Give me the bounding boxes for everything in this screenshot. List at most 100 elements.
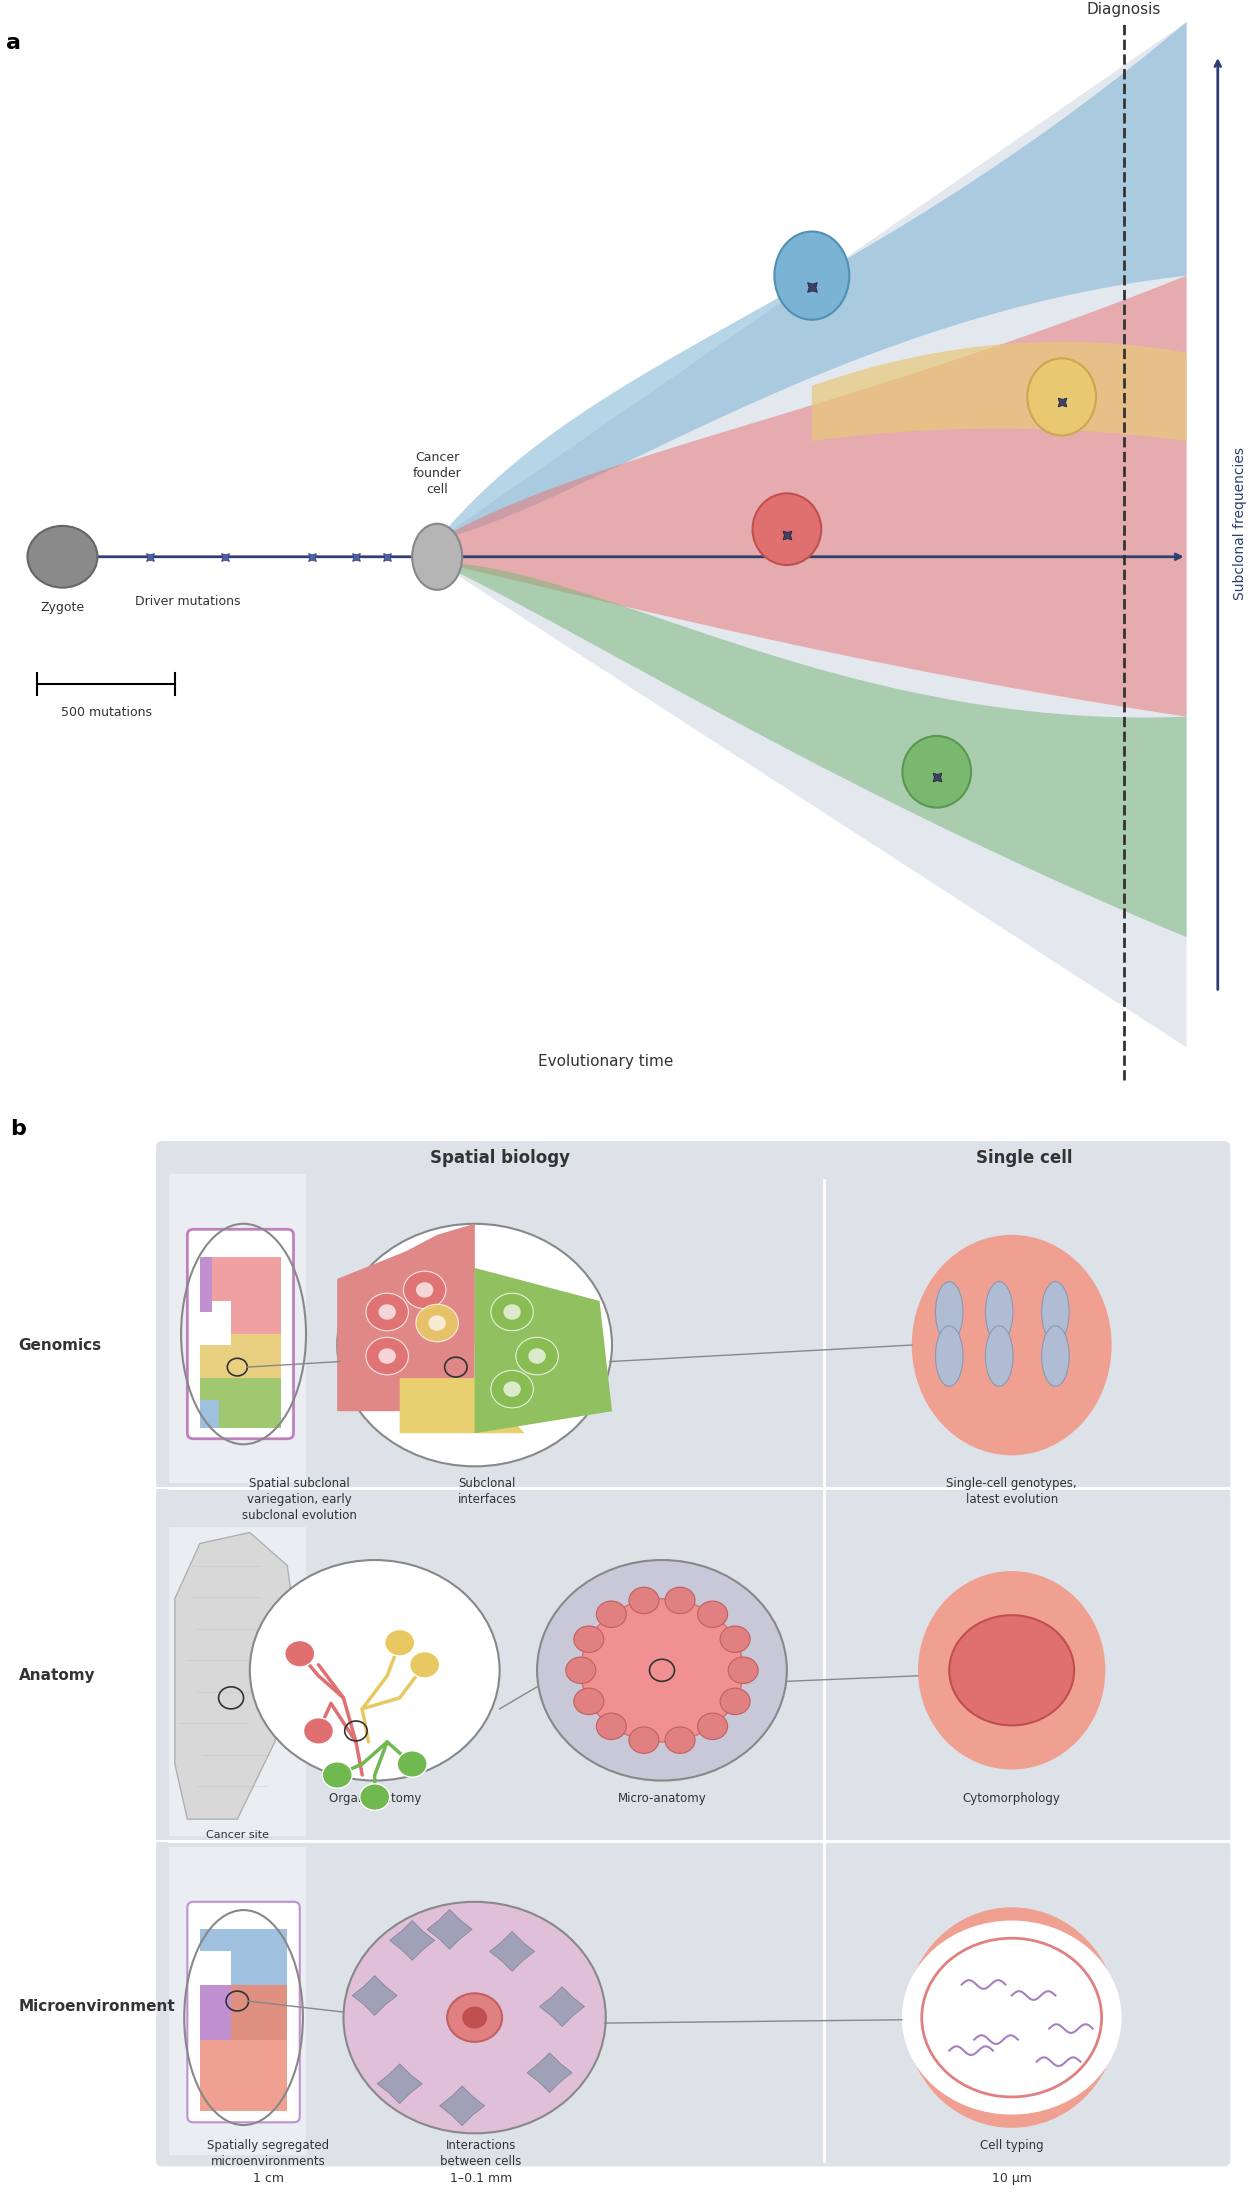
Polygon shape [475, 1268, 612, 1433]
Ellipse shape [936, 1281, 963, 1343]
Circle shape [428, 1314, 446, 1330]
Circle shape [27, 525, 97, 587]
Polygon shape [200, 1257, 212, 1312]
Text: Spatial biology: Spatial biology [430, 1149, 570, 1166]
Ellipse shape [412, 523, 462, 589]
Text: Subclonal frequencies: Subclonal frequencies [1233, 448, 1247, 600]
Polygon shape [362, 1224, 475, 1345]
Text: 10 μm: 10 μm [992, 2172, 1032, 2185]
Circle shape [537, 1561, 787, 1782]
Text: b: b [10, 1120, 26, 1140]
Circle shape [721, 1689, 751, 1715]
Text: 1–0.1 mm: 1–0.1 mm [450, 2172, 512, 2185]
Text: Genomics: Genomics [19, 1338, 102, 1352]
Text: Spatially segregated
microenvironments: Spatially segregated microenvironments [207, 2139, 330, 2168]
Circle shape [250, 1561, 500, 1782]
Circle shape [902, 1921, 1122, 2115]
Circle shape [403, 1270, 446, 1308]
Polygon shape [231, 1984, 287, 2040]
Ellipse shape [985, 1325, 1013, 1387]
Polygon shape [540, 1987, 585, 2026]
Polygon shape [812, 342, 1187, 441]
Text: Cell typing: Cell typing [980, 2139, 1043, 2152]
Text: a: a [6, 33, 21, 53]
Circle shape [516, 1336, 558, 1376]
Polygon shape [437, 562, 1187, 937]
Text: Cancer
founder
cell: Cancer founder cell [412, 452, 462, 496]
Polygon shape [440, 2086, 485, 2126]
Polygon shape [437, 22, 1187, 540]
Text: Cancer site: Cancer site [206, 1830, 269, 1841]
Circle shape [596, 1601, 626, 1627]
Circle shape [366, 1292, 408, 1330]
Circle shape [462, 2007, 487, 2029]
Circle shape [949, 1614, 1074, 1724]
Circle shape [397, 1751, 427, 1777]
Ellipse shape [936, 1325, 963, 1387]
Polygon shape [212, 1257, 281, 1345]
Circle shape [721, 1625, 751, 1652]
Circle shape [385, 1629, 415, 1656]
Circle shape [922, 1938, 1102, 2097]
Polygon shape [200, 2040, 287, 2112]
Circle shape [285, 1641, 315, 1667]
Circle shape [581, 1599, 743, 1742]
Circle shape [698, 1601, 728, 1627]
Text: Diagnosis: Diagnosis [1087, 2, 1162, 18]
Circle shape [566, 1658, 596, 1685]
Circle shape [378, 1347, 396, 1363]
Circle shape [573, 1625, 603, 1652]
Text: Micro-anatomy: Micro-anatomy [617, 1790, 707, 1804]
Text: Zygote: Zygote [40, 600, 85, 613]
Ellipse shape [1027, 357, 1097, 437]
Circle shape [343, 1901, 606, 2134]
Circle shape [664, 1588, 694, 1614]
Text: Spatial subclonal
variegation, early
subclonal evolution: Spatial subclonal variegation, early sub… [242, 1477, 357, 1521]
Polygon shape [437, 276, 1187, 717]
Ellipse shape [902, 736, 972, 807]
FancyBboxPatch shape [169, 1526, 306, 1835]
Ellipse shape [918, 1570, 1105, 1768]
Circle shape [728, 1658, 758, 1685]
Text: Evolutionary time: Evolutionary time [538, 1054, 673, 1069]
Circle shape [447, 1993, 502, 2042]
Circle shape [664, 1727, 694, 1753]
Polygon shape [352, 1976, 397, 2015]
Polygon shape [390, 1921, 435, 1960]
Text: Subclonal
interfaces: Subclonal interfaces [457, 1477, 517, 1506]
FancyBboxPatch shape [187, 1230, 294, 1438]
Polygon shape [200, 1334, 281, 1378]
Ellipse shape [985, 1281, 1013, 1343]
Circle shape [491, 1292, 533, 1330]
Text: Microenvironment: Microenvironment [19, 2000, 176, 2013]
Circle shape [337, 1224, 612, 1466]
Circle shape [304, 1718, 333, 1744]
Polygon shape [200, 1400, 219, 1429]
Polygon shape [200, 1984, 262, 2040]
Text: Cytomorphology: Cytomorphology [963, 1790, 1060, 1804]
Polygon shape [377, 2064, 422, 2104]
Polygon shape [490, 1932, 535, 1971]
Polygon shape [527, 2053, 572, 2093]
Circle shape [503, 1305, 521, 1319]
Circle shape [573, 1689, 603, 1715]
Text: 1 cm: 1 cm [254, 2172, 284, 2185]
Text: 500 mutations: 500 mutations [61, 706, 151, 719]
Ellipse shape [912, 1235, 1112, 1455]
FancyBboxPatch shape [156, 1142, 1230, 2165]
FancyBboxPatch shape [187, 1901, 300, 2121]
Circle shape [366, 1336, 408, 1376]
Circle shape [629, 1727, 659, 1753]
Circle shape [503, 1380, 521, 1398]
Circle shape [410, 1652, 440, 1678]
Circle shape [416, 1281, 433, 1297]
Text: Organ anatomy: Organ anatomy [328, 1790, 421, 1804]
Text: Single cell: Single cell [975, 1149, 1073, 1166]
Polygon shape [200, 1378, 281, 1429]
Polygon shape [175, 1532, 300, 1819]
Ellipse shape [1042, 1325, 1069, 1387]
Circle shape [378, 1305, 396, 1319]
Circle shape [629, 1588, 659, 1614]
Text: Single-cell genotypes,
latest evolution: Single-cell genotypes, latest evolution [947, 1477, 1077, 1506]
FancyBboxPatch shape [169, 1848, 306, 2156]
